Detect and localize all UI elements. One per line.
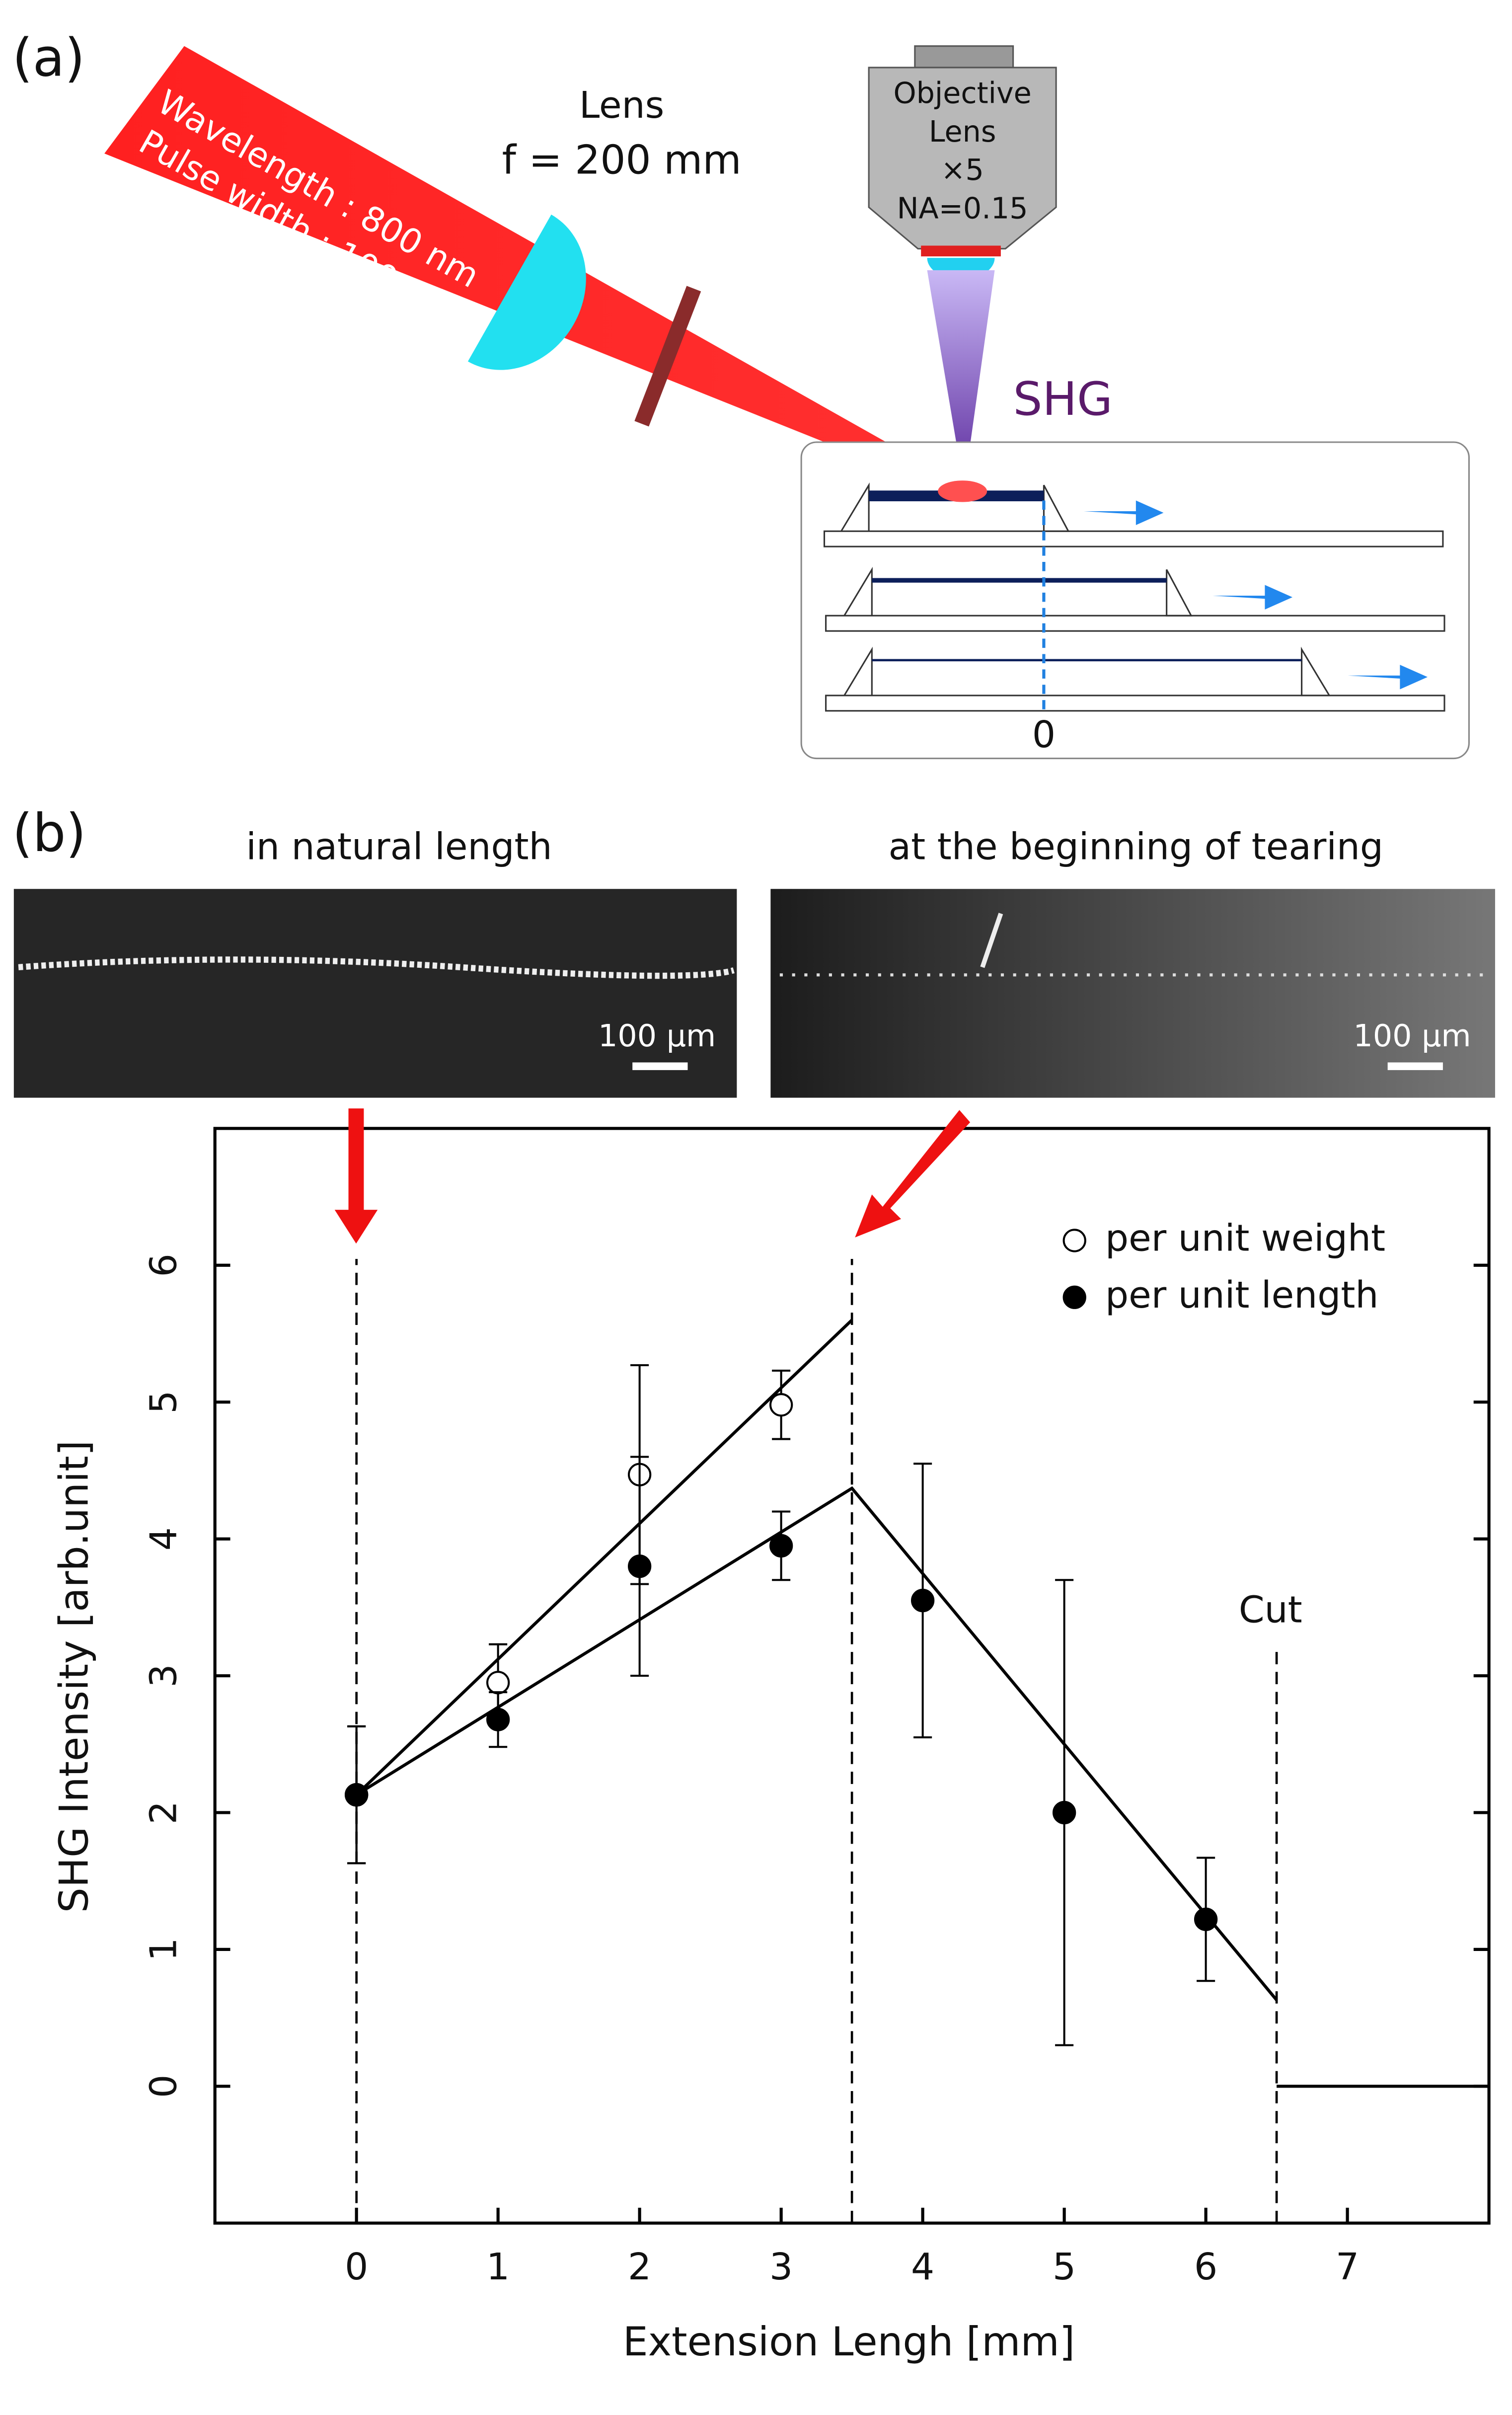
legend-marker xyxy=(1062,1229,1086,1252)
x-tick-label: 2 xyxy=(628,2246,651,2288)
x-tick-label: 0 xyxy=(345,2246,368,2288)
scale-bar-label: 100 μm xyxy=(1354,1018,1471,1054)
annotation: Cut xyxy=(1239,1588,1302,1631)
data-point xyxy=(769,1393,793,1417)
data-point xyxy=(769,1534,793,1558)
data-point xyxy=(628,1555,652,1578)
micrograph xyxy=(13,889,737,1098)
micrograph xyxy=(770,889,1495,1098)
data-point xyxy=(1194,1907,1218,1931)
panel-label: (b) xyxy=(12,802,86,863)
image-caption: at the beginning of tearing xyxy=(889,825,1383,868)
red-arrow xyxy=(855,1110,971,1238)
legend-label: per unit weight xyxy=(1105,1217,1385,1259)
objective-text: ×5 xyxy=(941,153,984,187)
y-tick-label: 0 xyxy=(142,2075,185,2098)
lens-label: Lens xyxy=(579,84,664,127)
objective-text: Lens xyxy=(929,115,996,149)
x-tick-label: 3 xyxy=(769,2246,793,2288)
scale-bar xyxy=(632,1062,688,1070)
image-caption: in natural length xyxy=(246,825,552,868)
objective xyxy=(868,45,1057,488)
legend-marker xyxy=(1062,1285,1086,1309)
objective-text: NA=0.15 xyxy=(897,191,1028,225)
data-point xyxy=(910,1588,935,1613)
scale-bar xyxy=(1387,1062,1443,1070)
red-arrow xyxy=(334,1108,378,1244)
data-point xyxy=(1052,1800,1076,1825)
shg-label: SHG xyxy=(1013,372,1113,426)
stage xyxy=(800,441,1470,760)
x-tick-label: 5 xyxy=(1053,2246,1076,2288)
y-tick-label: 4 xyxy=(142,1527,185,1551)
y-tick-label: 1 xyxy=(142,1938,185,1961)
fiber xyxy=(18,956,735,979)
filter xyxy=(634,286,701,427)
y-tick-label: 2 xyxy=(142,1801,185,1824)
panel-label: (a) xyxy=(12,27,85,88)
x-axis-label: Extension Lengh [mm] xyxy=(623,2318,1075,2365)
lens-focal: f = 200 mm xyxy=(502,137,742,183)
x-tick-label: 7 xyxy=(1336,2246,1359,2288)
x-tick-label: 4 xyxy=(911,2246,934,2288)
y-tick-label: 5 xyxy=(142,1391,185,1414)
fit-line xyxy=(355,1319,853,1796)
data-point xyxy=(486,1671,510,1695)
stage-zero: 0 xyxy=(1032,713,1056,756)
lens xyxy=(467,214,586,370)
scale-bar-label: 100 μm xyxy=(598,1018,716,1054)
data-point xyxy=(486,1708,510,1731)
y-tick-label: 6 xyxy=(142,1253,185,1277)
objective-text: Objective xyxy=(893,77,1031,110)
y-tick-label: 3 xyxy=(142,1664,185,1687)
fit-line xyxy=(356,1486,1278,2001)
y-axis-label: SHG Intensity [arb.unit] xyxy=(51,1440,97,1913)
data-point xyxy=(345,1783,369,1807)
fiber xyxy=(980,913,1003,968)
x-tick-label: 1 xyxy=(486,2246,510,2288)
legend-label: per unit length xyxy=(1105,1274,1378,1317)
x-tick-label: 6 xyxy=(1194,2246,1217,2288)
